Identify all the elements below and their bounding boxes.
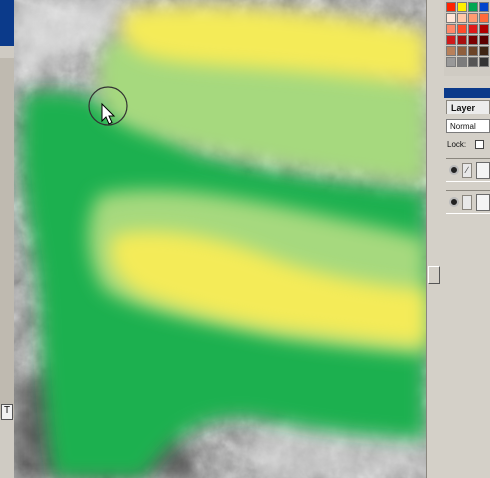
blend-mode-select[interactable]: Normal bbox=[446, 119, 490, 133]
layers-panel-titlebar[interactable] bbox=[444, 88, 490, 98]
scrollbar-thumb[interactable] bbox=[428, 266, 440, 284]
color-swatch[interactable] bbox=[468, 13, 478, 23]
right-panels: Layer Normal Lock: ∕ bbox=[440, 0, 490, 478]
color-swatch[interactable] bbox=[479, 24, 489, 34]
yellow-paint bbox=[110, 5, 426, 345]
layer-link-cell[interactable] bbox=[462, 195, 472, 210]
color-swatch[interactable] bbox=[457, 2, 467, 12]
color-swatch[interactable] bbox=[457, 24, 467, 34]
color-swatch[interactable] bbox=[446, 57, 456, 67]
color-swatch[interactable] bbox=[468, 57, 478, 67]
color-swatch[interactable] bbox=[479, 2, 489, 12]
color-swatch[interactable] bbox=[457, 35, 467, 45]
color-swatch[interactable] bbox=[446, 2, 456, 12]
layer-thumbnail bbox=[476, 194, 490, 211]
lock-label: Lock: bbox=[447, 140, 467, 149]
brush-icon[interactable]: ∕ bbox=[462, 163, 472, 178]
color-swatch[interactable] bbox=[479, 35, 489, 45]
color-swatch[interactable] bbox=[468, 46, 478, 56]
ruler-strip bbox=[0, 58, 15, 418]
color-swatch[interactable] bbox=[468, 24, 478, 34]
color-swatch[interactable] bbox=[468, 35, 478, 45]
layers-panel: Layer Normal Lock: ∕ bbox=[444, 88, 490, 478]
color-swatch[interactable] bbox=[446, 13, 456, 23]
canvas-artwork bbox=[14, 0, 426, 478]
color-swatch[interactable] bbox=[457, 13, 467, 23]
vertical-scrollbar[interactable] bbox=[426, 0, 441, 478]
color-swatch[interactable] bbox=[479, 46, 489, 56]
image-canvas[interactable] bbox=[14, 0, 426, 478]
layer-row[interactable]: ∕ bbox=[446, 158, 490, 182]
color-swatch[interactable] bbox=[446, 46, 456, 56]
color-swatch[interactable] bbox=[479, 57, 489, 67]
color-swatch[interactable] bbox=[446, 35, 456, 45]
swatches-panel bbox=[444, 0, 490, 76]
color-swatch[interactable] bbox=[468, 2, 478, 12]
swatch-grid bbox=[446, 2, 489, 67]
terrain-bright-ridge bbox=[14, 0, 134, 80]
eye-icon[interactable] bbox=[449, 165, 459, 175]
text-tool-marker[interactable]: T bbox=[1, 404, 13, 420]
layer-thumbnail bbox=[476, 162, 490, 179]
window-titlebar-fragment bbox=[0, 0, 14, 46]
layer-row[interactable] bbox=[446, 190, 490, 214]
color-swatch[interactable] bbox=[457, 57, 467, 67]
color-swatch[interactable] bbox=[446, 24, 456, 34]
lock-transparency-checkbox[interactable] bbox=[475, 140, 484, 149]
color-swatch[interactable] bbox=[479, 13, 489, 23]
tab-layers[interactable]: Layer bbox=[446, 100, 490, 114]
color-swatch[interactable] bbox=[457, 46, 467, 56]
eye-icon[interactable] bbox=[449, 197, 459, 207]
brush-cursor-icon bbox=[88, 86, 128, 126]
